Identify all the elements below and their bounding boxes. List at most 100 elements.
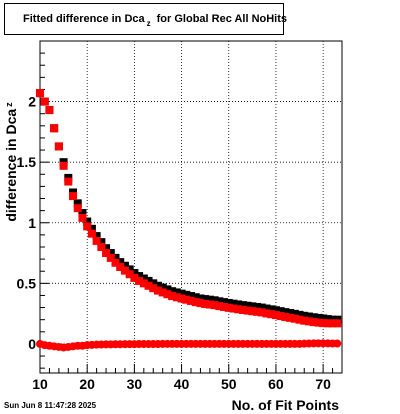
data-point (328, 319, 337, 328)
timestamp: Sun Jun 8 11:47:28 2025 (4, 401, 97, 410)
y-tick-label: 0 (28, 336, 36, 352)
data-point (149, 279, 158, 288)
data-point (276, 312, 285, 321)
data-point (300, 311, 309, 320)
data-point (267, 305, 276, 314)
data-point (304, 312, 313, 321)
title-main: Fitted difference in Dca (23, 13, 145, 25)
data-point (125, 270, 134, 279)
data-point (234, 305, 243, 314)
x-axis-title: No. of Fit Points (232, 397, 340, 413)
title-box: Fitted difference in Dca z for Global Rec … (4, 3, 288, 35)
data-point (220, 298, 229, 307)
data-point (111, 258, 120, 267)
data-point (92, 232, 101, 241)
data-point (314, 313, 323, 322)
title-subscript: z (146, 19, 151, 28)
data-point (69, 192, 78, 201)
data-point (253, 302, 262, 311)
data-point (106, 253, 115, 262)
data-point (281, 313, 290, 322)
data-point (267, 310, 276, 319)
data-point (319, 314, 328, 323)
data-point (73, 204, 82, 213)
data-point (116, 258, 125, 267)
data-point (319, 319, 328, 328)
data-point (323, 319, 332, 328)
data-point (182, 295, 191, 304)
data-point (281, 308, 290, 317)
data-point (286, 309, 295, 318)
data-point (333, 339, 342, 348)
data-point (262, 309, 271, 318)
data-point (224, 303, 233, 312)
data-point (36, 89, 44, 98)
data-point (139, 274, 148, 283)
data-point (201, 295, 210, 304)
data-point (243, 306, 252, 315)
data-point (177, 294, 186, 303)
data-point (210, 301, 219, 310)
x-tick-label: 50 (221, 376, 237, 392)
data-point (144, 276, 153, 285)
data-point (172, 288, 181, 297)
data-point (40, 97, 49, 106)
data-point (102, 244, 111, 253)
x-tick-label: 70 (315, 376, 331, 392)
data-point (163, 290, 172, 299)
data-point (135, 276, 144, 285)
data-point (130, 273, 139, 282)
data-point (45, 106, 54, 115)
data-point (248, 302, 257, 311)
data-point (210, 296, 219, 305)
data-point (205, 300, 214, 309)
data-point (163, 285, 172, 294)
y-axis-title: difference in Dcaz (3, 102, 19, 222)
y-tick-label: 1 (28, 215, 36, 231)
data-point (243, 301, 252, 310)
data-point (102, 249, 111, 258)
data-point (187, 296, 195, 305)
data-point (290, 309, 299, 318)
data-point (201, 299, 210, 308)
data-point (205, 295, 214, 304)
x-tick-label: 30 (127, 376, 143, 392)
y-tick-label: 1.5 (17, 154, 37, 170)
data-point (168, 292, 177, 301)
data-point (172, 293, 181, 302)
data-point (130, 269, 139, 278)
data-point (50, 124, 59, 133)
data-point (314, 318, 323, 327)
data-point (286, 313, 295, 322)
data-point (234, 300, 243, 309)
data-point (120, 261, 129, 270)
data-point (116, 262, 125, 271)
data-point (87, 224, 96, 233)
data-point (144, 281, 153, 290)
data-point (83, 217, 92, 226)
data-point (220, 302, 229, 311)
data-point (215, 297, 224, 306)
x-tick-label: 20 (79, 376, 95, 392)
data-point (97, 242, 106, 251)
y-tick-label: 0.5 (17, 275, 37, 291)
data-point (153, 286, 162, 295)
data-point (295, 315, 304, 324)
data-point (125, 265, 134, 274)
data-point (187, 292, 195, 301)
x-tick-label: 10 (32, 376, 48, 392)
data-point (54, 142, 63, 151)
data-point (106, 249, 115, 258)
data-point (168, 287, 177, 296)
data-point (97, 238, 106, 247)
data-point (295, 310, 304, 319)
data-point (229, 304, 238, 313)
data-point (135, 272, 144, 281)
data-point (177, 289, 186, 298)
title-suffix: for Global Rec All NoHits (156, 13, 288, 25)
data-point (196, 299, 205, 308)
y-axis-title-subscript: z (4, 102, 14, 107)
data-point (238, 301, 247, 310)
data-point (238, 305, 247, 314)
